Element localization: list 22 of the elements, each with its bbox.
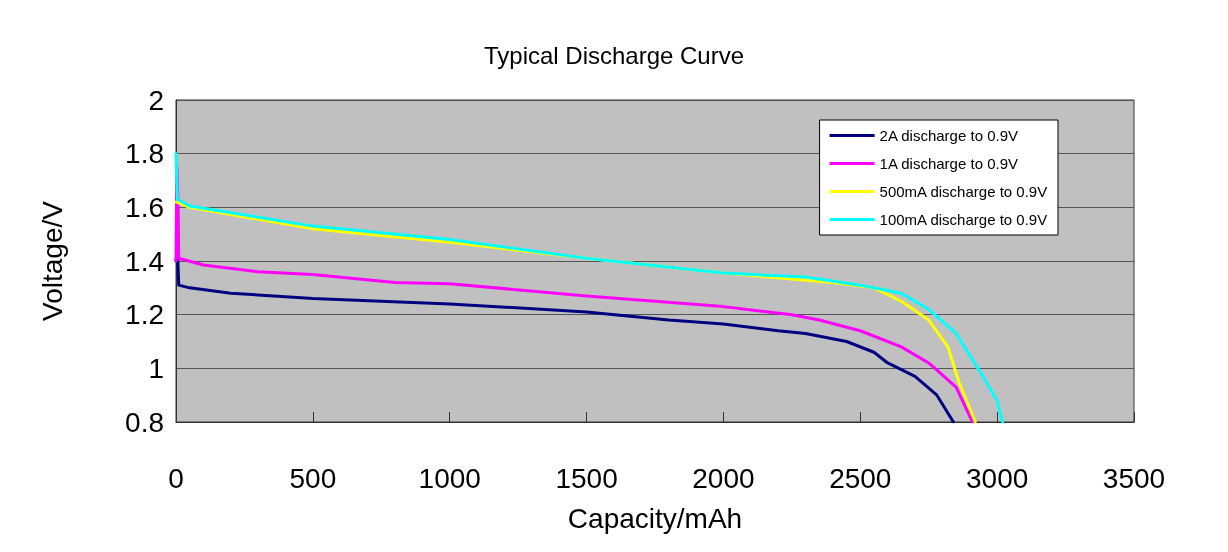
x-tick-label: 1500 xyxy=(555,462,618,494)
x-tick-label: 3000 xyxy=(965,462,1029,494)
x-tick-label: 0 xyxy=(168,462,184,494)
x-axis-title: Capacity/mAh xyxy=(567,502,743,534)
legend-label: 100mA discharge to 0.9V xyxy=(879,211,1048,228)
legend-label: 500mA discharge to 0.9V xyxy=(879,183,1048,200)
y-tick-label: 1.2 xyxy=(125,299,164,331)
y-axis-title: Voltage/V xyxy=(36,200,68,321)
x-tick-label: 1000 xyxy=(418,462,481,494)
y-tick-label: 1.6 xyxy=(125,191,164,223)
y-tick-label: 0.8 xyxy=(125,406,164,438)
y-tick-label: 2 xyxy=(148,84,164,116)
x-tick-label: 2000 xyxy=(692,462,755,494)
y-tick-label: 1.4 xyxy=(125,245,164,277)
chart-title: Typical Discharge Curve xyxy=(483,41,745,69)
legend-label: 2A discharge to 0.9V xyxy=(879,127,1018,144)
legend-label: 1A discharge to 0.9V xyxy=(879,155,1018,172)
y-tick-label: 1.8 xyxy=(125,138,164,170)
y-tick-label: 1 xyxy=(148,352,164,384)
x-tick-label: 2500 xyxy=(829,462,892,494)
x-tick-label: 500 xyxy=(289,462,337,494)
x-tick-label: 3500 xyxy=(1102,462,1166,494)
